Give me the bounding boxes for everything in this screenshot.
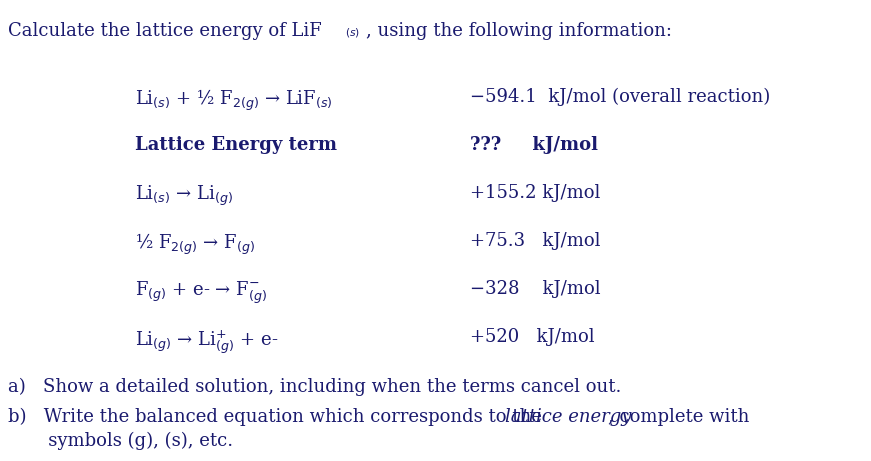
Text: +75.3   kJ/mol: +75.3 kJ/mol (470, 232, 600, 250)
Text: $_{(s)}$: $_{(s)}$ (345, 26, 361, 40)
Text: Calculate the lattice energy of LiF: Calculate the lattice energy of LiF (8, 22, 321, 40)
Text: a)   Show a detailed solution, including when the terms cancel out.: a) Show a detailed solution, including w… (8, 378, 621, 396)
Text: Li$_{(s)}$ + ½ F$_{2(g)}$ → LiF$_{(s)}$: Li$_{(s)}$ + ½ F$_{2(g)}$ → LiF$_{(s)}$ (135, 88, 333, 113)
Text: −594.1  kJ/mol (overall reaction): −594.1 kJ/mol (overall reaction) (470, 88, 770, 106)
Text: F$_{(g)}$ + e- → F$^{-}_{(g)}$: F$_{(g)}$ + e- → F$^{-}_{(g)}$ (135, 280, 267, 306)
Text: ½ F$_{2(g)}$ → F$_{(g)}$: ½ F$_{2(g)}$ → F$_{(g)}$ (135, 232, 255, 257)
Text: Li$_{(s)}$ → Li$_{(g)}$: Li$_{(s)}$ → Li$_{(g)}$ (135, 184, 233, 208)
Text: Lattice Energy term: Lattice Energy term (135, 136, 337, 154)
Text: lattice energy: lattice energy (505, 408, 631, 426)
Text: Li$_{(g)}$ → Li$^{+}_{(g)}$ + e-: Li$_{(g)}$ → Li$^{+}_{(g)}$ + e- (135, 328, 279, 355)
Text: +520   kJ/mol: +520 kJ/mol (470, 328, 595, 346)
Text: symbols (g), (s), etc.: symbols (g), (s), etc. (8, 432, 233, 450)
Text: −328    kJ/mol: −328 kJ/mol (470, 280, 601, 298)
Text: b)   Write the balanced equation which corresponds to the: b) Write the balanced equation which cor… (8, 408, 548, 426)
Text: ???     kJ/mol: ??? kJ/mol (470, 136, 598, 154)
Text: +155.2 kJ/mol: +155.2 kJ/mol (470, 184, 600, 202)
Text: , using the following information:: , using the following information: (366, 22, 672, 40)
Text: , complete with: , complete with (608, 408, 749, 426)
